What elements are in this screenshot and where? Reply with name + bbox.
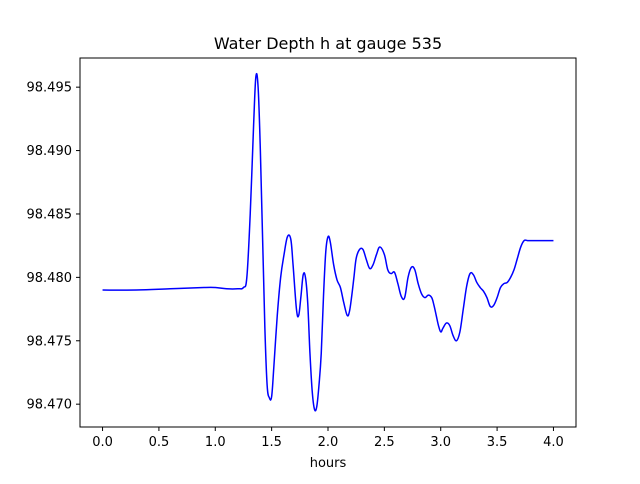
x-axis-ticks: 0.0 0.5 1.0 1.5 2.0 2.5 3.0 3.5 4.0 <box>92 427 564 450</box>
x-tick-label: 0.5 <box>149 435 170 450</box>
x-tick-label: 0.0 <box>92 435 113 450</box>
x-tick-label: 3.5 <box>487 435 508 450</box>
x-tick-label: 4.0 <box>543 435 564 450</box>
y-tick-label: 98.475 <box>27 334 73 349</box>
x-tick-label: 2.0 <box>318 435 339 450</box>
y-tick-label: 98.490 <box>27 144 73 159</box>
x-axis-label: hours <box>310 456 347 471</box>
y-axis-ticks: 98.470 98.475 98.480 98.485 98.490 98.495 <box>27 81 80 413</box>
series-line <box>102 72 554 412</box>
plot-frame <box>79 57 577 428</box>
x-tick-label: 2.5 <box>374 435 395 450</box>
x-tick-label: 3.0 <box>430 435 451 450</box>
y-tick-label: 98.480 <box>27 271 73 286</box>
y-tick-label: 98.470 <box>27 398 73 413</box>
chart-title: Water Depth h at gauge 535 <box>214 34 442 53</box>
y-tick-label: 98.495 <box>27 81 73 96</box>
x-tick-label: 1.0 <box>205 435 226 450</box>
x-tick-label: 1.5 <box>261 435 282 450</box>
y-tick-label: 98.485 <box>27 207 73 222</box>
